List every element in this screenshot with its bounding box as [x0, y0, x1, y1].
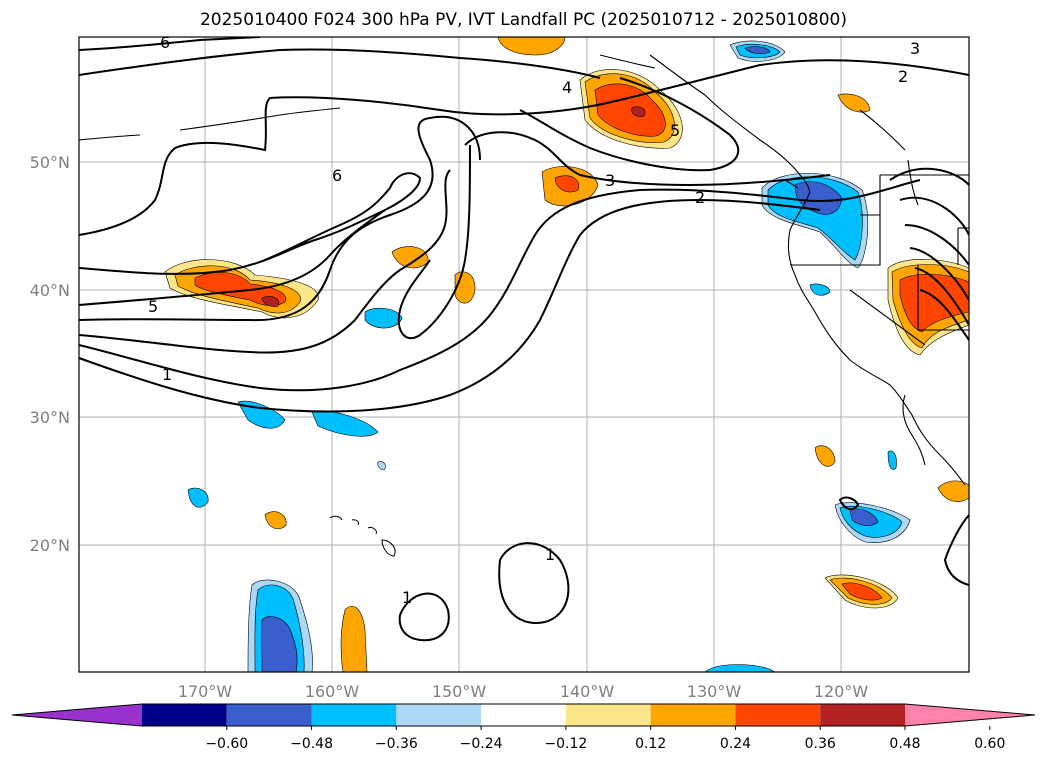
colorbar-bin: [820, 704, 905, 726]
lat-label-40: 40°N: [30, 281, 70, 300]
contour-label: 3: [605, 171, 615, 190]
contour-label: 3: [910, 39, 920, 58]
contour-label: 6: [332, 166, 342, 185]
lon-label-170w: 170°W: [178, 682, 233, 701]
colorbar-tick-label: 0.60: [974, 736, 1005, 752]
contour-label: 1: [162, 365, 172, 384]
contour-label: 2: [898, 67, 908, 86]
colorbar-bin: [311, 704, 397, 726]
ivt-positive-anomalies: [164, 37, 969, 672]
colorbar-bin: [905, 704, 1035, 726]
pv-contour-labels: 6 6 5 5 4 3 3 2 2 1 1 1: [148, 33, 920, 607]
lon-label-150w: 150°W: [432, 682, 487, 701]
colorbar-bin: [142, 704, 227, 726]
colorbar-tick-label: −0.24: [460, 736, 503, 752]
ivt-negative-anomalies: [187, 40, 911, 672]
lon-label-130w: 130°W: [687, 682, 742, 701]
colorbar-bin: [396, 704, 482, 726]
hawaii-islands: [329, 515, 396, 557]
colorbar-bin: [226, 704, 312, 726]
contour-label: 1: [402, 588, 412, 607]
colorbar-bins: [11, 703, 1036, 727]
map-frame: [78, 36, 970, 673]
contour-label: 5: [670, 121, 680, 140]
colorbar-bin: [565, 704, 651, 726]
colorbar-tick-label: −0.60: [205, 736, 248, 752]
contour-label: 1: [545, 545, 555, 564]
lon-label-160w: 160°W: [305, 682, 360, 701]
colorbar-tick-label: 0.24: [720, 736, 751, 752]
colorbar-tick-label: 0.12: [635, 736, 666, 752]
colorbar-tick-label: −0.48: [290, 736, 333, 752]
colorbar-bin: [735, 704, 821, 726]
map-plot-area: [79, 37, 969, 672]
lon-label-140w: 140°W: [560, 682, 615, 701]
colorbar: −0.60 −0.48 −0.36 −0.24 −0.12 0.12 0.24 0.36 0.4…: [11, 703, 1036, 752]
colorbar-tick-label: −0.12: [544, 736, 587, 752]
pv-contours: [79, 37, 969, 642]
contour-label: 6: [160, 33, 170, 52]
colorbar-tick-label: 0.48: [889, 736, 920, 752]
contour-label: 4: [562, 78, 572, 97]
colorbar-tick-label: −0.36: [375, 736, 418, 752]
map-title: 2025010400 F024 300 hPa PV, IVT Landfall…: [199, 10, 847, 30]
longitude-labels: 170°W 160°W 150°W 140°W 130°W 120°W: [178, 682, 869, 701]
graticule: [79, 37, 969, 672]
lon-label-120w: 120°W: [814, 682, 869, 701]
colorbar-tick-label: 0.36: [805, 736, 836, 752]
lat-label-30: 30°N: [30, 408, 70, 427]
colorbar-bin: [481, 704, 566, 726]
contour-label: 2: [695, 188, 705, 207]
latitude-labels: 50°N 40°N 30°N 20°N: [30, 153, 70, 555]
lat-label-20: 20°N: [30, 536, 70, 555]
colorbar-bin: [12, 704, 142, 726]
colorbar-outline: [11, 703, 1036, 727]
contour-label: 5: [148, 297, 158, 316]
colorbar-bin: [650, 704, 736, 726]
lat-label-50: 50°N: [30, 153, 70, 172]
coastlines: [79, 54, 969, 486]
colorbar-ticks: −0.60 −0.48 −0.36 −0.24 −0.12 0.12 0.24 0.36 0.4…: [205, 726, 1005, 752]
